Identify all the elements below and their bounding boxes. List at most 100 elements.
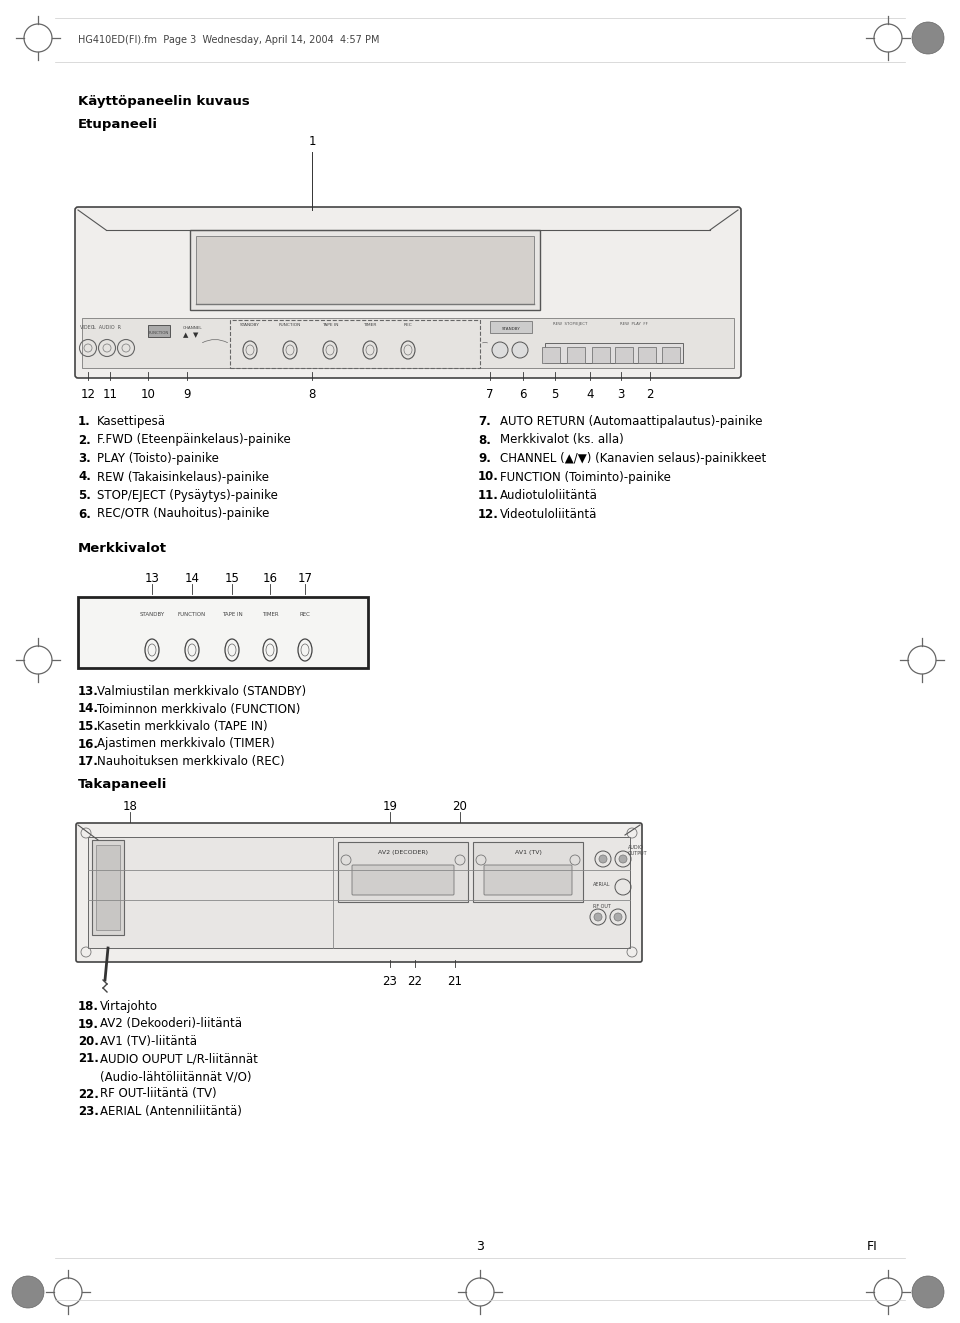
Bar: [338, 841, 468, 902]
Text: CHANNEL (▲/▼) (Kanavien selaus)-painikkeet: CHANNEL (▲/▼) (Kanavien selaus)-painikke…: [500, 452, 766, 464]
FancyBboxPatch shape: [75, 206, 741, 378]
Text: 5.: 5.: [78, 490, 91, 501]
Text: 12.: 12.: [478, 508, 499, 520]
Text: 23: 23: [383, 975, 397, 988]
Text: CHANNEL: CHANNEL: [183, 325, 203, 329]
Text: 14.: 14.: [78, 703, 99, 716]
Text: 15.: 15.: [78, 720, 99, 733]
Bar: [542, 347, 560, 363]
Text: Etupaneeli: Etupaneeli: [78, 118, 158, 131]
Text: TIMER: TIMER: [262, 613, 278, 617]
Text: 4: 4: [587, 388, 593, 401]
Text: 7.: 7.: [478, 415, 491, 429]
Text: REC: REC: [300, 613, 310, 617]
Circle shape: [599, 855, 607, 863]
Circle shape: [912, 1275, 944, 1308]
Circle shape: [619, 855, 627, 863]
Text: 3: 3: [617, 388, 625, 401]
Text: 5: 5: [551, 388, 559, 401]
Bar: [473, 841, 583, 902]
Text: FI: FI: [867, 1240, 877, 1253]
Circle shape: [12, 1275, 44, 1308]
Bar: [638, 347, 656, 363]
Bar: [96, 845, 120, 930]
Text: TAPE IN: TAPE IN: [322, 323, 338, 327]
Text: ▼: ▼: [193, 332, 199, 337]
Text: 9.: 9.: [478, 452, 491, 464]
Text: 18.: 18.: [78, 1000, 99, 1013]
Text: 18: 18: [123, 800, 137, 814]
Bar: [615, 347, 633, 363]
Bar: [88, 837, 630, 949]
Text: 22.: 22.: [78, 1088, 99, 1101]
Text: Videotuloliitäntä: Videotuloliitäntä: [500, 508, 597, 520]
Text: AUDIO
OUTPUT: AUDIO OUTPUT: [628, 845, 648, 856]
Text: TIMER: TIMER: [363, 323, 376, 327]
Text: Virtajohto: Virtajohto: [100, 1000, 158, 1013]
Text: FUNCTION: FUNCTION: [178, 613, 206, 617]
Text: 1.: 1.: [78, 415, 91, 429]
Text: 2: 2: [646, 388, 654, 401]
Text: 11: 11: [103, 388, 117, 401]
Text: 1: 1: [308, 135, 316, 148]
Text: REW (Takaisinkelaus)-painike: REW (Takaisinkelaus)-painike: [97, 471, 269, 483]
Text: 22: 22: [407, 975, 422, 988]
Text: 17.: 17.: [78, 755, 99, 767]
Text: STOP/EJECT (Pysäytys)-painike: STOP/EJECT (Pysäytys)-painike: [97, 490, 277, 501]
Text: AV2 (DECODER): AV2 (DECODER): [378, 849, 428, 855]
Text: 11.: 11.: [478, 490, 499, 501]
Text: REW  STOP/EJECT: REW STOP/EJECT: [553, 321, 588, 325]
Text: AERIAL: AERIAL: [593, 882, 611, 886]
Text: 14: 14: [184, 572, 200, 585]
Text: 21.: 21.: [78, 1053, 99, 1065]
Text: REC: REC: [403, 323, 413, 327]
Text: 16: 16: [262, 572, 277, 585]
Text: FUNCTION (Toiminto)-painike: FUNCTION (Toiminto)-painike: [500, 471, 671, 483]
Text: 19.: 19.: [78, 1017, 99, 1031]
Text: 4.: 4.: [78, 471, 91, 483]
Text: 13: 13: [145, 572, 159, 585]
Bar: [148, 325, 170, 337]
Text: Ajastimen merkkivalo (TIMER): Ajastimen merkkivalo (TIMER): [97, 737, 275, 750]
Bar: [190, 230, 540, 310]
Text: 3: 3: [476, 1240, 484, 1253]
FancyBboxPatch shape: [484, 865, 572, 894]
Text: 8: 8: [308, 388, 316, 401]
Text: Käyttöpaneelin kuvaus: Käyttöpaneelin kuvaus: [78, 95, 250, 108]
Text: Kasettipesä: Kasettipesä: [97, 415, 166, 429]
Text: 20.: 20.: [78, 1035, 99, 1048]
Text: RF OUT: RF OUT: [593, 904, 611, 909]
Text: REC/OTR (Nauhoitus)-painike: REC/OTR (Nauhoitus)-painike: [97, 508, 270, 520]
Bar: [78, 597, 368, 668]
Text: AV1 (TV): AV1 (TV): [515, 849, 541, 855]
Text: 23.: 23.: [78, 1105, 99, 1118]
Text: 9: 9: [183, 388, 191, 401]
Text: Kasetin merkkivalo (TAPE IN): Kasetin merkkivalo (TAPE IN): [97, 720, 268, 733]
Bar: [82, 318, 734, 368]
Text: FUNCTION: FUNCTION: [278, 323, 301, 327]
Text: Toiminnon merkkivalo (FUNCTION): Toiminnon merkkivalo (FUNCTION): [97, 703, 300, 716]
Text: AV1 (TV)-liitäntä: AV1 (TV)-liitäntä: [100, 1035, 197, 1048]
Text: 7: 7: [487, 388, 493, 401]
Text: Takapaneeli: Takapaneeli: [78, 778, 167, 791]
Text: 12: 12: [81, 388, 95, 401]
Text: 17: 17: [298, 572, 313, 585]
Bar: [545, 343, 683, 363]
Text: L  AUDIO  R: L AUDIO R: [93, 325, 121, 329]
Text: (Audio-lähtöliitännät V/O): (Audio-lähtöliitännät V/O): [100, 1070, 252, 1084]
Text: PLAY (Toisto)-painike: PLAY (Toisto)-painike: [97, 452, 219, 464]
Text: ▲: ▲: [183, 332, 189, 337]
Circle shape: [594, 913, 602, 921]
Text: STANDBY: STANDBY: [501, 327, 520, 331]
Text: 16.: 16.: [78, 737, 99, 750]
Text: 20: 20: [452, 800, 468, 814]
Bar: [662, 347, 680, 363]
Text: RF OUT-liitäntä (TV): RF OUT-liitäntä (TV): [100, 1088, 217, 1101]
FancyBboxPatch shape: [352, 865, 454, 894]
Text: Merkkivalot (ks. alla): Merkkivalot (ks. alla): [500, 434, 624, 446]
Circle shape: [912, 22, 944, 54]
Text: Valmiustilan merkkivalo (STANDBY): Valmiustilan merkkivalo (STANDBY): [97, 685, 306, 699]
Text: VIDEO: VIDEO: [81, 325, 96, 329]
Text: 6.: 6.: [78, 508, 91, 520]
Circle shape: [512, 343, 528, 359]
